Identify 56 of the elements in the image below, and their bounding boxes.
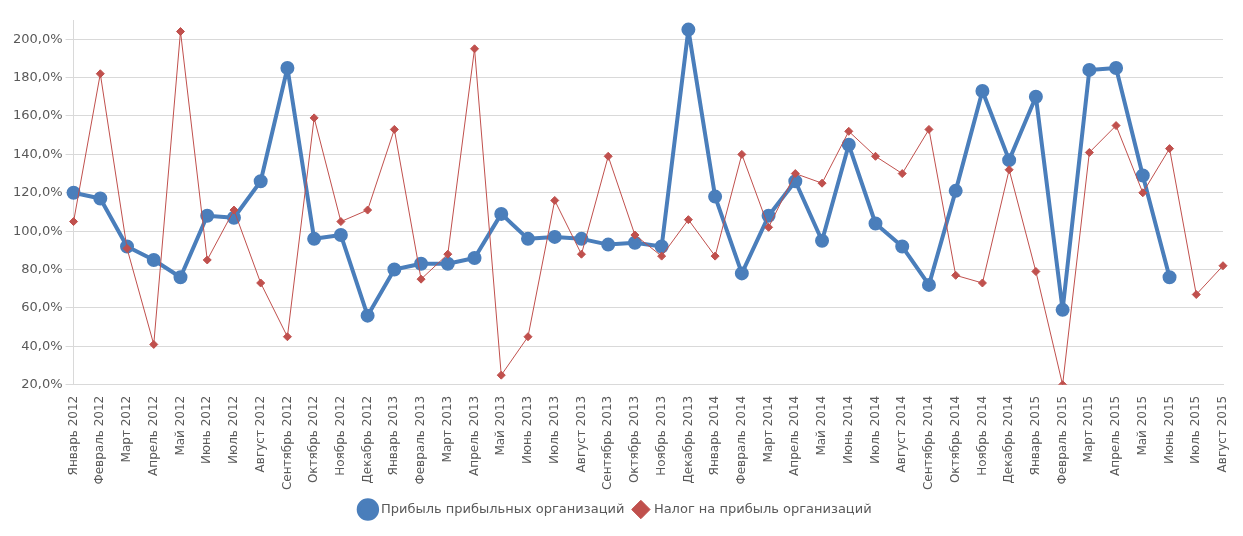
x-tick-label: Июль 2012 xyxy=(226,395,241,464)
y-tick-label: 100,0% xyxy=(12,222,63,238)
y-tick-label: 80,0% xyxy=(21,260,63,276)
x-tick-label: Ноябрь 2014 xyxy=(974,395,989,476)
x-tick-label: Декабрь 2014 xyxy=(1001,395,1016,484)
y-tick-label: 160,0% xyxy=(12,107,63,123)
x-tick-label: Март 2012 xyxy=(119,395,134,463)
x-tick-label: Декабрь 2013 xyxy=(680,395,695,484)
x-tick-label: Март 2015 xyxy=(1081,395,1096,463)
x-tick-label: Май 2012 xyxy=(172,395,187,456)
x-tick-label: Июль 2013 xyxy=(546,395,561,464)
x-tick-label: Апрель 2014 xyxy=(787,395,802,476)
x-tick-label: Январь 2012 xyxy=(65,395,80,476)
x-tick-label: Август 2013 xyxy=(573,395,588,473)
y-tick-label: 200,0% xyxy=(12,30,63,46)
x-tick-label: Январь 2015 xyxy=(1028,395,1043,476)
x-tick-label: Февраль 2013 xyxy=(413,395,428,485)
x-tick-label: Октябрь 2014 xyxy=(947,395,962,484)
x-tick-label: Август 2012 xyxy=(252,395,267,473)
x-tick-label: Октябрь 2012 xyxy=(306,395,321,484)
x-tick-label: Июнь 2012 xyxy=(199,395,214,465)
x-tick-label: Сентябрь 2013 xyxy=(600,395,615,491)
x-tick-label: Ноябрь 2013 xyxy=(653,395,668,476)
x-tick-label: Апрель 2013 xyxy=(466,395,481,476)
x-tick-label: Октябрь 2013 xyxy=(627,395,642,484)
x-tick-label: Сентябрь 2014 xyxy=(921,395,936,491)
x-tick-label: Май 2015 xyxy=(1134,395,1149,456)
x-tick-label: Февраль 2014 xyxy=(733,395,748,485)
y-tick-label: 20,0% xyxy=(21,376,63,392)
x-tick-label: Апрель 2015 xyxy=(1108,395,1123,476)
x-tick-label: Июль 2015 xyxy=(1188,395,1203,464)
y-tick-label: 120,0% xyxy=(12,184,63,200)
x-tick-label: Февраль 2015 xyxy=(1054,395,1069,485)
legend-label: Налог на прибыль организаций xyxy=(653,500,872,516)
legend-label: Прибыль прибыльных организаций xyxy=(380,500,625,516)
x-tick-label: Декабрь 2012 xyxy=(359,395,374,484)
x-tick-label: Июнь 2015 xyxy=(1161,395,1176,465)
y-tick-label: 180,0% xyxy=(12,68,63,84)
x-tick-label: Март 2013 xyxy=(439,395,454,463)
x-tick-label: Январь 2013 xyxy=(386,395,401,476)
y-tick-label: 140,0% xyxy=(12,145,63,161)
y-tick-label: 40,0% xyxy=(21,337,63,353)
x-tick-label: Май 2014 xyxy=(814,395,829,456)
x-tick-label: Ноябрь 2012 xyxy=(333,395,347,476)
x-tick-label: Сентябрь 2012 xyxy=(279,395,294,491)
x-tick-label: Май 2013 xyxy=(493,395,508,456)
y-tick-label: 60,0% xyxy=(21,299,63,315)
x-tick-label: Март 2014 xyxy=(760,395,775,463)
x-tick-label: Июнь 2013 xyxy=(520,395,535,465)
x-tick-label: Июль 2014 xyxy=(867,395,882,464)
x-tick-label: Февраль 2012 xyxy=(92,395,107,485)
x-tick-label: Август 2015 xyxy=(1215,395,1230,473)
x-tick-label: Август 2014 xyxy=(894,395,909,473)
x-tick-label: Июнь 2014 xyxy=(840,395,855,465)
x-tick-label: Апрель 2012 xyxy=(145,395,160,476)
x-tick-label: Январь 2014 xyxy=(707,395,722,476)
